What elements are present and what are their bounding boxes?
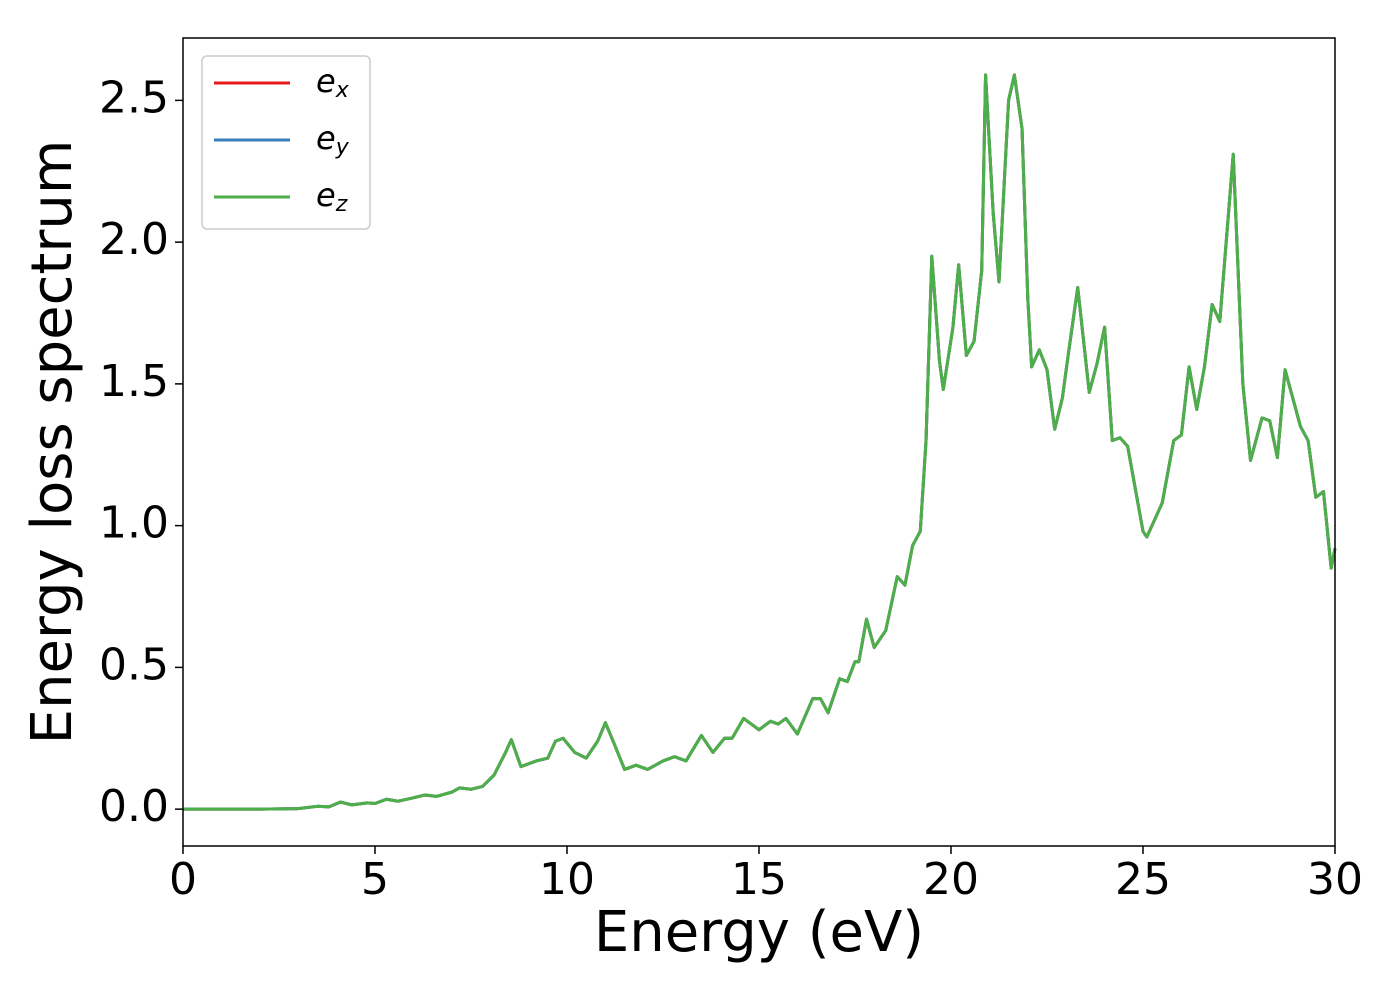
y-tick-label: 2.0 — [99, 214, 169, 265]
x-tick-label: 5 — [361, 854, 389, 905]
legend-box — [201, 55, 371, 230]
legend-label: ey — [316, 119, 350, 160]
x-tick-label: 0 — [169, 854, 197, 905]
x-tick-label: 30 — [1307, 854, 1363, 905]
series-line — [183, 73, 1337, 811]
x-tick-label: 25 — [1115, 854, 1171, 905]
x-axis-label: Energy (eV) — [594, 900, 924, 965]
y-tick-label: 0.0 — [99, 781, 169, 832]
legend-label: ex — [316, 62, 350, 103]
plot-frame — [182, 37, 1336, 847]
legend-label: ez — [316, 176, 348, 217]
x-tick-label: 15 — [731, 854, 787, 905]
y-tick-label: 1.0 — [99, 498, 169, 549]
y-axis-label: Energy loss spectrum — [20, 140, 85, 745]
y-tick-label: 0.5 — [99, 639, 169, 690]
y-tick-label: 2.5 — [99, 72, 169, 123]
x-tick-label: 10 — [539, 854, 595, 905]
y-tick-label: 1.5 — [99, 356, 169, 407]
x-tick-label: 20 — [923, 854, 979, 905]
